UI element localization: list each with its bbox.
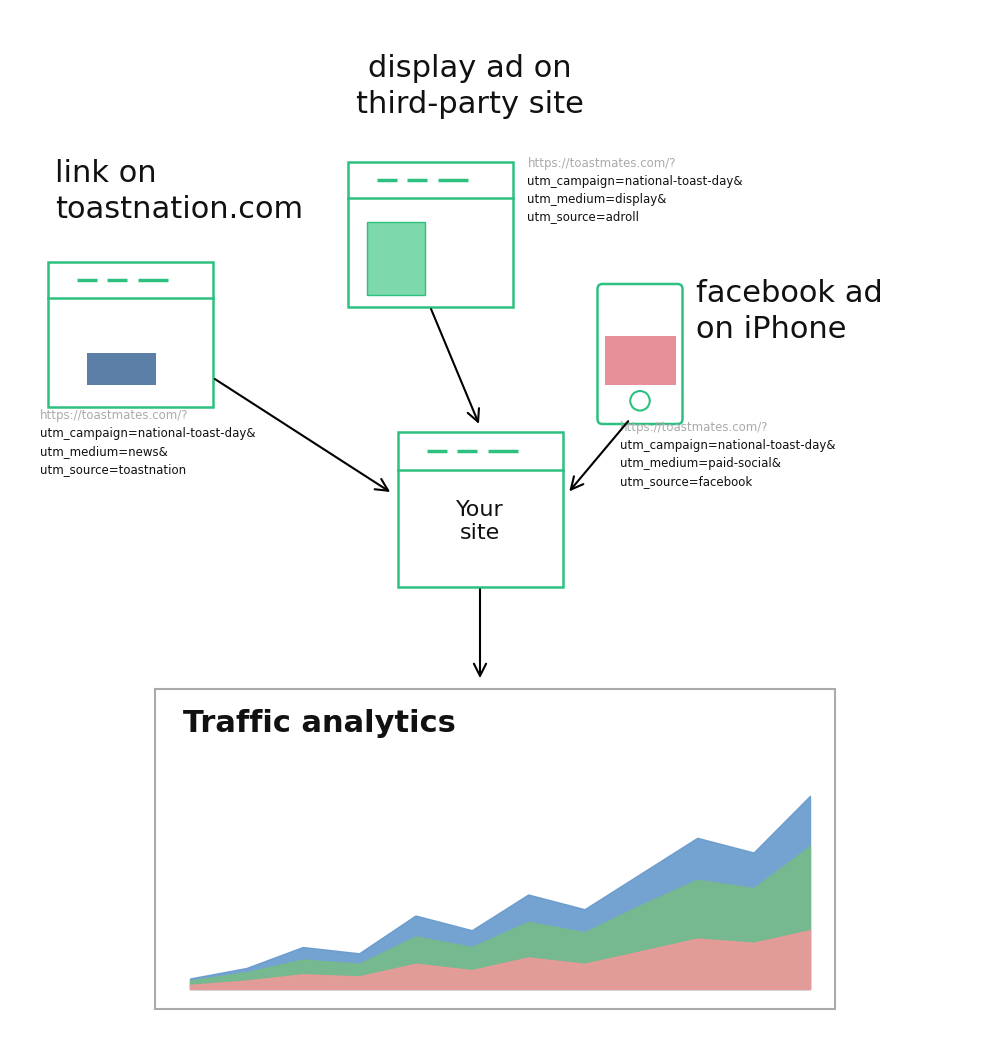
Text: Your
site: Your site <box>456 500 504 543</box>
Text: facebook ad
on iPhone: facebook ad on iPhone <box>696 279 882 344</box>
Bar <box>155 689 835 1009</box>
Bar <box>367 222 425 295</box>
Bar <box>87 353 156 385</box>
Text: utm_medium=news&: utm_medium=news& <box>40 445 168 458</box>
Bar <box>348 161 512 307</box>
Text: utm_source=facebook: utm_source=facebook <box>620 475 752 488</box>
FancyBboxPatch shape <box>598 284 682 424</box>
Text: https://toastmates.com/?: https://toastmates.com/? <box>528 156 676 170</box>
Text: https://toastmates.com/?: https://toastmates.com/? <box>620 421 768 434</box>
Text: utm_campaign=national-toast-day&: utm_campaign=national-toast-day& <box>620 440 836 452</box>
Text: link on
toastnation.com: link on toastnation.com <box>55 159 303 223</box>
Text: utm_source=toastnation: utm_source=toastnation <box>40 463 186 476</box>
Text: utm_medium=paid-social&: utm_medium=paid-social& <box>620 457 781 470</box>
Text: utm_campaign=national-toast-day&: utm_campaign=national-toast-day& <box>528 175 743 188</box>
Bar <box>398 431 562 586</box>
Text: https://toastmates.com/?: https://toastmates.com/? <box>40 409 188 422</box>
Bar <box>604 336 676 385</box>
Text: Traffic analytics: Traffic analytics <box>183 709 456 738</box>
Text: display ad on
third-party site: display ad on third-party site <box>356 54 584 119</box>
Text: utm_medium=display&: utm_medium=display& <box>528 193 667 206</box>
Text: utm_campaign=national-toast-day&: utm_campaign=national-toast-day& <box>40 427 256 440</box>
Bar <box>48 261 212 407</box>
Text: utm_source=adroll: utm_source=adroll <box>528 211 640 223</box>
